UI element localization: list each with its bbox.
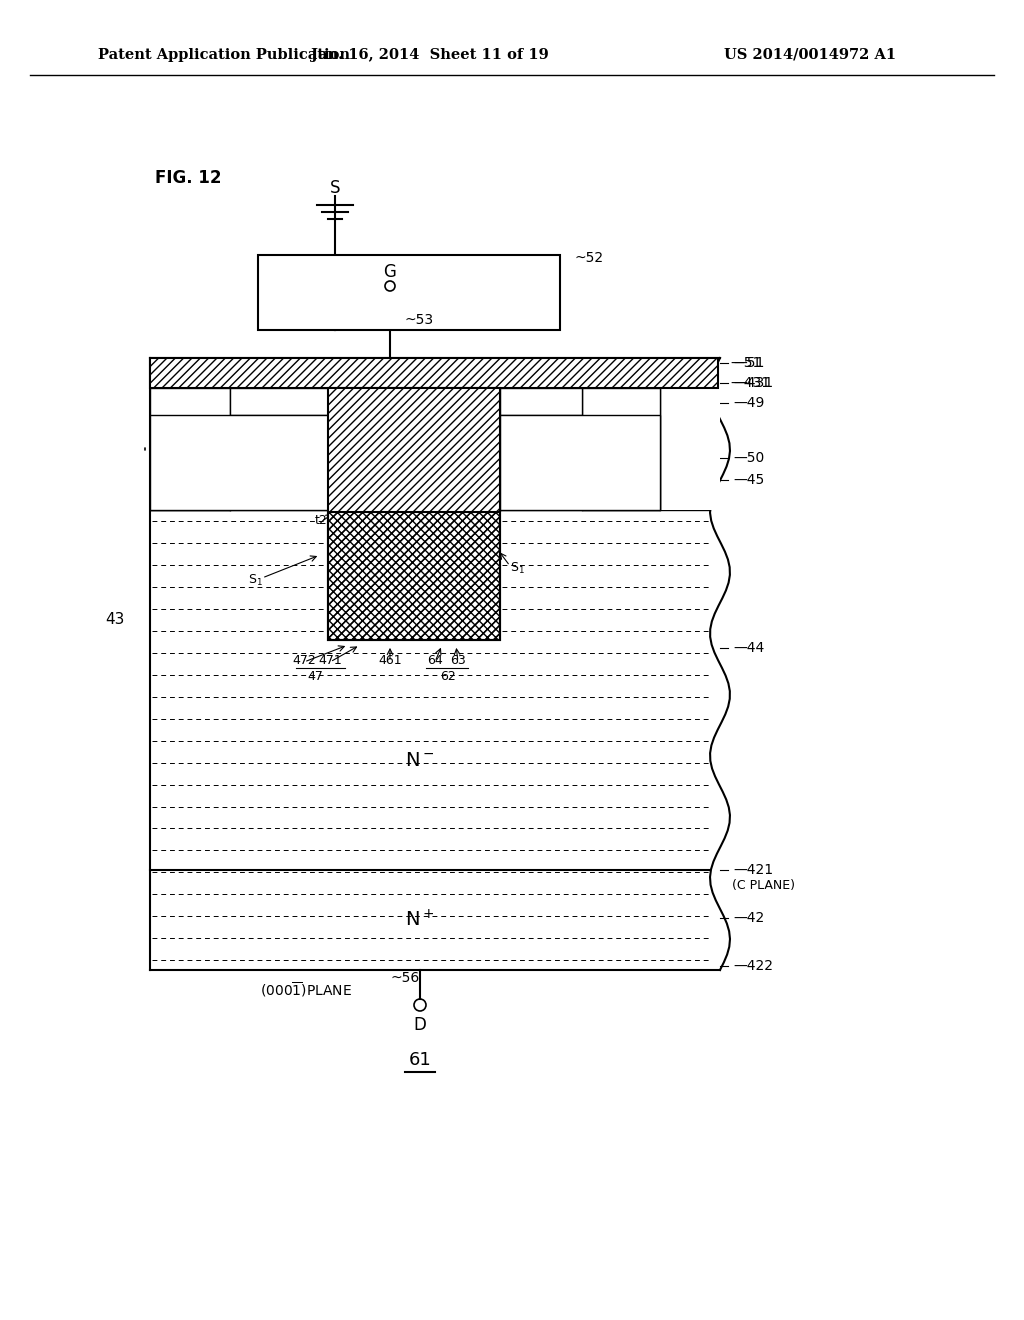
Text: ~53: ~53 [406, 313, 434, 327]
Text: 462A: 462A [502, 475, 535, 488]
Bar [150, 388, 720, 510]
Text: Jan. 16, 2014  Sheet 11 of 19: Jan. 16, 2014 Sheet 11 of 19 [311, 48, 549, 62]
Text: P: P [538, 429, 546, 442]
Text: —49: —49 [733, 396, 764, 411]
Text: 46: 46 [382, 594, 398, 606]
Text: 472: 472 [292, 653, 315, 667]
Text: P: P [234, 455, 243, 469]
Text: 462B: 462B [255, 488, 288, 502]
Bar [500, 414, 660, 510]
Text: FIG. 12: FIG. 12 [155, 169, 221, 187]
Text: 61: 61 [409, 1051, 431, 1069]
Text: 47: 47 [307, 669, 323, 682]
Text: Patent Application Publication: Patent Application Publication [98, 48, 350, 62]
Text: —51: —51 [730, 356, 762, 370]
Bar [258, 255, 560, 330]
Bar [582, 388, 660, 510]
Text: US 2014/0014972 A1: US 2014/0014972 A1 [724, 48, 896, 62]
Text: d1: d1 [520, 429, 536, 442]
Text: P: P [575, 455, 584, 469]
Text: $\theta_1$: $\theta_1$ [462, 407, 478, 425]
Bar [150, 358, 718, 388]
Text: —45: —45 [733, 473, 764, 487]
Bar [328, 512, 500, 640]
Bar [150, 388, 230, 510]
Text: 461: 461 [378, 653, 401, 667]
Text: P$^+$: P$^+$ [180, 441, 200, 458]
Text: —431: —431 [733, 376, 773, 389]
Text: —51: —51 [733, 356, 764, 370]
Text: (000$\overline{1}$)PLANE: (000$\overline{1}$)PLANE [260, 981, 352, 999]
Bar [328, 388, 500, 640]
Text: P$^+$: P$^+$ [611, 441, 631, 458]
Text: ~56: ~56 [390, 972, 419, 985]
Text: 64: 64 [427, 653, 442, 667]
Text: —431: —431 [730, 376, 770, 389]
Text: $\theta_1$: $\theta_1$ [349, 407, 367, 425]
Text: S: S [330, 180, 340, 197]
Text: S$_1$: S$_1$ [248, 573, 263, 587]
Text: 50: 50 [163, 488, 179, 502]
Bar [230, 388, 328, 414]
Text: 451: 451 [510, 454, 534, 466]
Text: 49: 49 [215, 418, 230, 432]
Text: N$^+$: N$^+$ [530, 392, 552, 409]
Text: —421: —421 [733, 863, 773, 876]
Text: —422: —422 [733, 960, 773, 973]
Text: 471: 471 [318, 653, 342, 667]
Text: —42: —42 [733, 911, 764, 925]
Bar [328, 512, 500, 640]
Text: t1: t1 [440, 583, 453, 597]
Text: D: D [414, 1016, 426, 1034]
Text: —50: —50 [733, 451, 764, 465]
Bar [150, 358, 718, 388]
Bar [500, 388, 582, 414]
Text: S$_1$: S$_1$ [510, 561, 524, 576]
Text: N$^+$: N$^+$ [268, 392, 290, 409]
Bar [328, 388, 500, 640]
Text: ~52: ~52 [575, 251, 604, 265]
Text: N$^+$: N$^+$ [406, 909, 435, 931]
Text: 62: 62 [440, 669, 456, 682]
Text: 43: 43 [105, 612, 125, 627]
Text: 451: 451 [275, 418, 299, 432]
Text: —44: —44 [733, 642, 764, 655]
Text: 63: 63 [451, 653, 466, 667]
Text: t2: t2 [315, 513, 328, 527]
Text: (C PLANE): (C PLANE) [732, 879, 795, 892]
Text: N$^-$: N$^-$ [406, 751, 435, 770]
Text: P: P [215, 432, 222, 445]
Text: G: G [384, 263, 396, 281]
Bar [150, 414, 328, 510]
